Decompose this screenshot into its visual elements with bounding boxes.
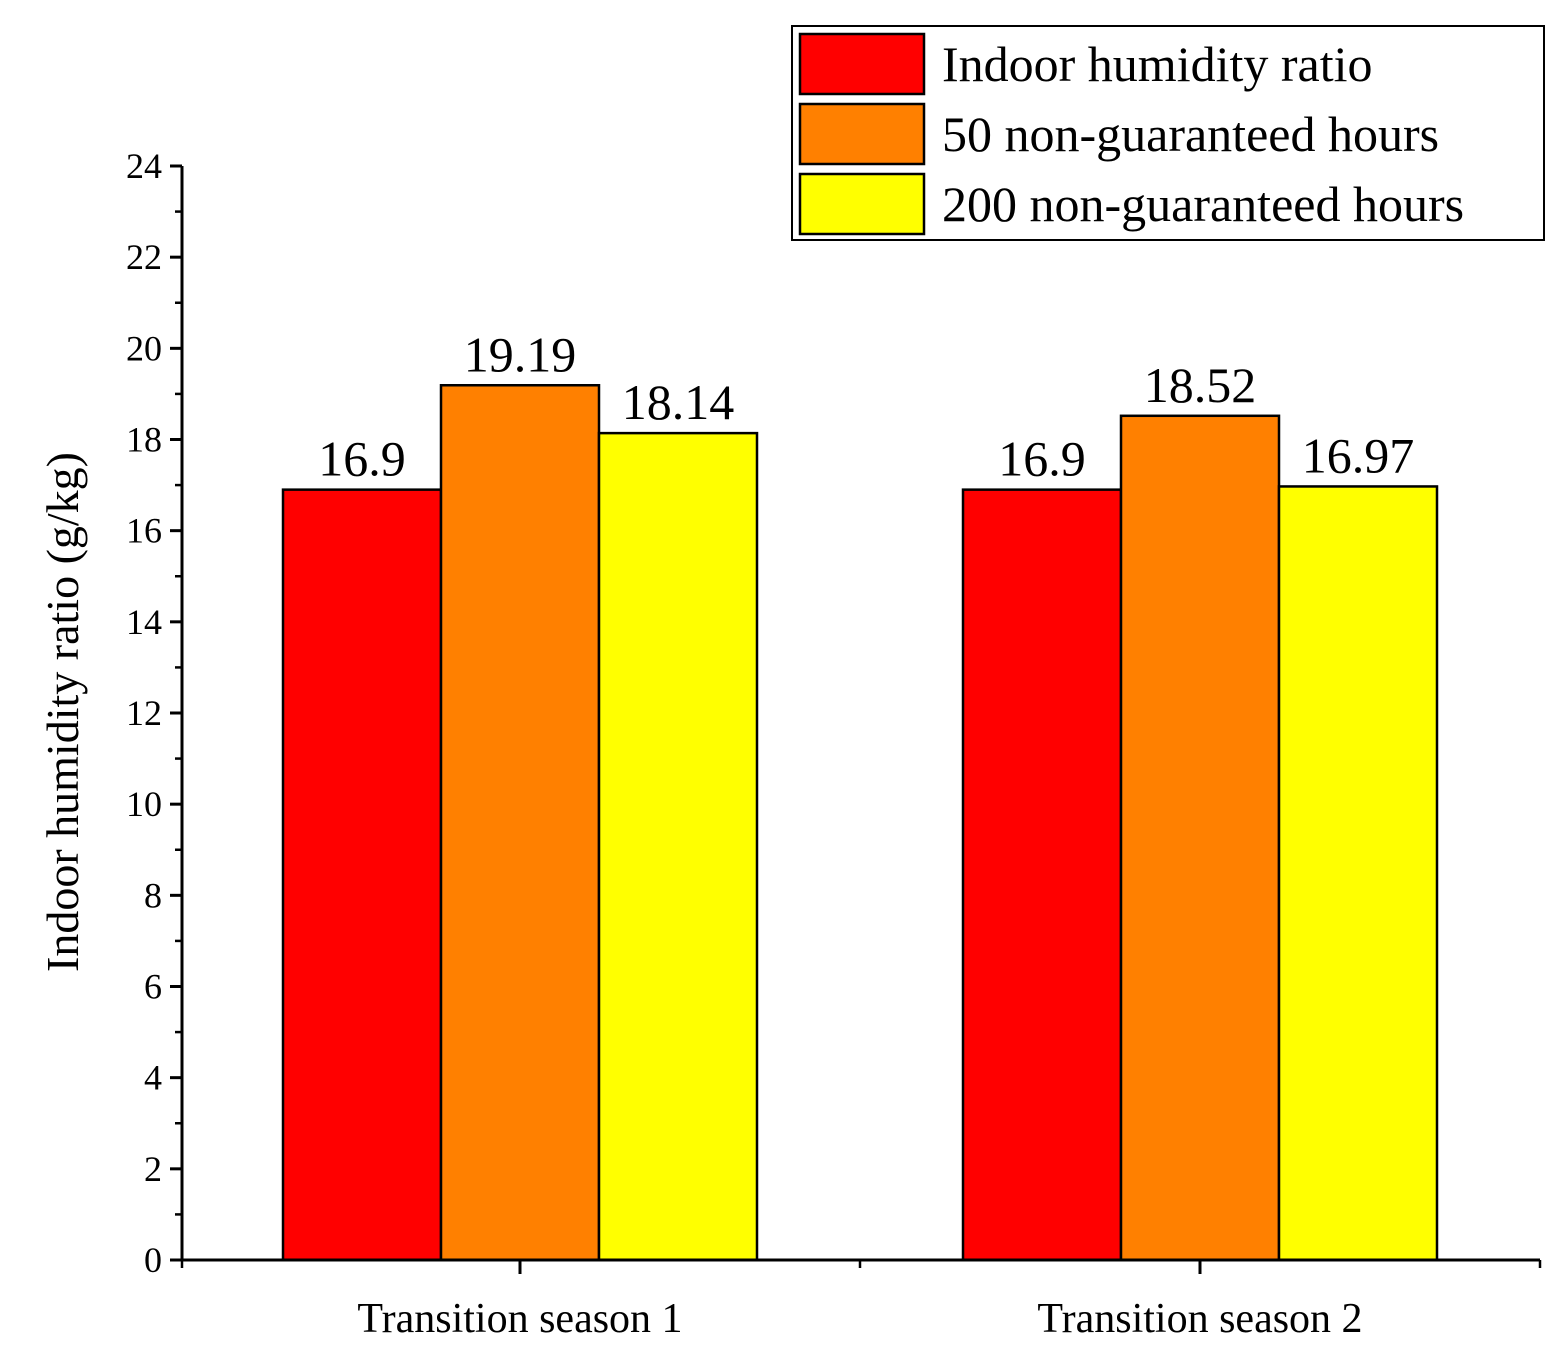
y-tick-label: 10 [126,784,162,824]
y-tick-label: 0 [144,1240,162,1280]
legend-swatch-3 [798,172,926,236]
bar-2-1 [961,488,1123,1262]
data-labels-group: 16.9 19.19 18.14 16.9 18.52 16.97 [318,326,1414,486]
legend-swatch-2 [798,102,926,166]
bars-group [281,384,1439,1262]
y-tick-label: 20 [126,328,162,368]
legend: Indoor humidity ratio 50 non-guaranteed h… [791,25,1545,241]
legend-swatch-1 [798,32,926,96]
y-tick-label: 12 [126,693,162,733]
bar-2-2 [1119,414,1281,1262]
y-tick-label: 24 [126,146,162,186]
legend-label-2: 50 non-guaranteed hours [942,106,1439,162]
data-label-2-3: 16.97 [1302,427,1415,483]
x-tick-label-2: Transition season 2 [1037,1296,1362,1342]
y-tick-label: 6 [144,967,162,1007]
y-tick-label: 4 [144,1058,162,1098]
data-label-1-1: 16.9 [318,431,406,487]
y-tick-label: 2 [144,1149,162,1189]
bar-1-1 [281,488,443,1262]
data-label-2-2: 18.52 [1144,357,1257,413]
data-label-1-3: 18.14 [622,374,735,430]
legend-label-1: Indoor humidity ratio [942,36,1373,92]
bar-2-3 [1277,485,1439,1262]
y-axis-title: Indoor humidity ratio (g/kg) [37,452,88,972]
y-tick-label: 14 [126,602,162,642]
data-label-2-1: 16.9 [998,431,1086,487]
bar-1-2 [439,384,601,1262]
bar-1-3 [597,431,759,1262]
y-tick-label: 16 [126,511,162,551]
x-tick-label-1: Transition season 1 [357,1296,682,1342]
y-tick-label: 22 [126,237,162,277]
y-tick-label: 18 [126,420,162,460]
data-label-1-2: 19.19 [464,326,577,382]
legend-label-3: 200 non-guaranteed hours [942,176,1464,232]
y-tick-label: 8 [144,875,162,915]
